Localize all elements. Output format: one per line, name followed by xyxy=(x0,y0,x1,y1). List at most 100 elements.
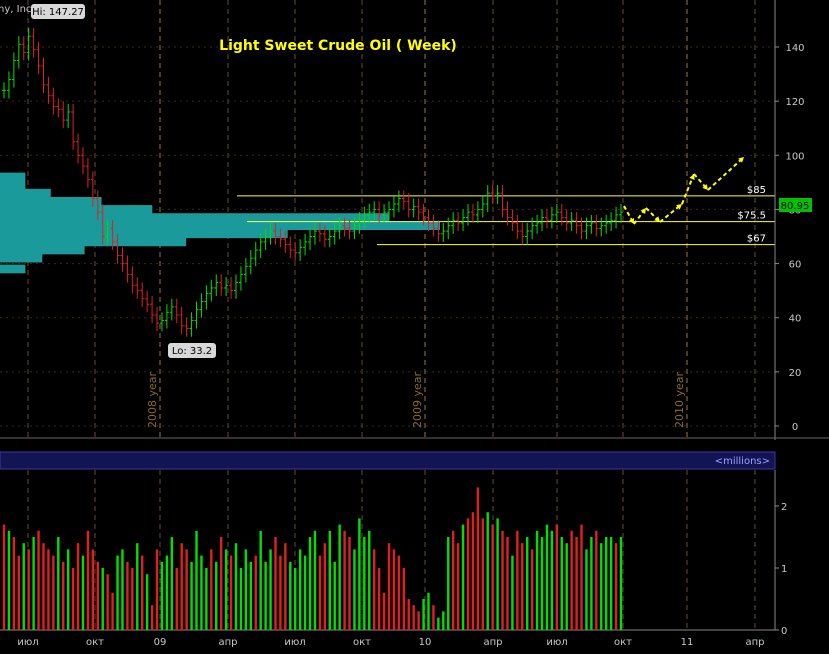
volume-bar xyxy=(491,524,494,630)
volume-bar xyxy=(432,605,435,630)
volume-bar xyxy=(565,543,568,630)
volume-bar xyxy=(570,530,573,630)
volume-bar xyxy=(328,530,331,630)
volume-panel: <millions> 0 1 2 xyxy=(0,437,829,637)
volume-bar xyxy=(392,549,396,630)
volume-bar xyxy=(590,537,593,630)
volume-bar xyxy=(160,561,164,630)
volume-bar xyxy=(466,518,470,630)
price-tick-label: 20 xyxy=(789,368,802,379)
volume-bar xyxy=(308,537,312,630)
forecast-arrows xyxy=(623,156,745,225)
volume-bar xyxy=(170,537,174,630)
volume-bar xyxy=(200,555,203,630)
volume-bar xyxy=(348,537,351,630)
level-label: $75.5 xyxy=(737,211,766,222)
volume-bar xyxy=(313,530,317,630)
volume-bar xyxy=(254,555,257,630)
high-callout: Hi: 147.27 xyxy=(31,4,85,19)
volume-bar xyxy=(145,574,149,630)
time-tick-label: окт xyxy=(353,637,371,648)
price-bars xyxy=(2,28,623,337)
profile-bar xyxy=(0,221,440,231)
volume-header xyxy=(0,451,776,470)
time-tick-label: апр xyxy=(218,637,237,648)
volume-bar xyxy=(42,543,45,630)
volume-bar xyxy=(298,549,302,630)
time-tick-label: 09 xyxy=(154,637,167,648)
volume-bar xyxy=(111,592,114,630)
volume-bar xyxy=(412,605,415,630)
profile-bar xyxy=(0,180,26,190)
volume-bar xyxy=(456,543,460,630)
volume-bar xyxy=(141,555,144,630)
forecast-arrowhead xyxy=(654,216,660,222)
volume-bar xyxy=(121,549,124,630)
price-tick-label: 40 xyxy=(789,314,802,325)
volume-bar xyxy=(274,537,277,630)
volume-bar xyxy=(417,611,420,630)
time-tick-label: 10 xyxy=(419,637,432,648)
volume-unit-label: <millions> xyxy=(715,456,770,467)
volume-bar xyxy=(57,537,60,630)
forecast-arrowhead xyxy=(689,174,695,180)
volume-bar xyxy=(150,605,154,630)
volume-bar xyxy=(47,549,50,630)
volume-bar xyxy=(496,518,499,630)
volume-bar xyxy=(422,599,425,630)
volume-bar xyxy=(136,543,139,630)
volume-bar xyxy=(382,592,386,630)
volume-bar xyxy=(511,555,514,630)
time-tick-label: 11 xyxy=(681,637,694,648)
time-tick-label: июл xyxy=(17,637,38,648)
volume-bar xyxy=(358,518,361,630)
volume-bar xyxy=(516,530,519,630)
volume-bar xyxy=(402,568,406,630)
volume-bar xyxy=(86,530,90,630)
volume-bar xyxy=(303,555,307,630)
volume-bar xyxy=(368,530,371,630)
price-tick-label: 60 xyxy=(789,260,802,271)
volume-bar xyxy=(32,537,35,630)
volume-bar xyxy=(81,555,85,630)
volume-bar xyxy=(363,537,366,630)
price-tick-label: 120 xyxy=(785,97,804,108)
volume-bar xyxy=(215,561,218,630)
last-price-label: 80.95 xyxy=(781,201,810,212)
volume-bar xyxy=(575,537,578,630)
profile-bar xyxy=(0,237,187,247)
volume-profile xyxy=(0,172,440,274)
profile-bar xyxy=(0,264,26,274)
volume-bar xyxy=(333,561,336,630)
forecast-arrow xyxy=(707,156,745,191)
forecast-arrowhead xyxy=(628,218,634,224)
time-tick-label: июл xyxy=(546,637,567,648)
volume-bar xyxy=(101,568,104,630)
profile-bar xyxy=(0,188,51,198)
volume-bar xyxy=(397,555,401,630)
volume-bar xyxy=(106,574,109,630)
price-tick-label: 0 xyxy=(792,422,798,433)
volume-bar xyxy=(609,537,613,630)
volume-bar xyxy=(27,549,30,630)
time-tick-label: окт xyxy=(86,637,104,648)
volume-bar xyxy=(185,549,188,630)
volume-bar xyxy=(126,561,129,630)
year-label: 2008 year xyxy=(146,371,159,428)
volume-bar xyxy=(22,543,25,630)
profile-bar xyxy=(0,172,26,182)
volume-tick-label: 0 xyxy=(781,626,787,637)
volume-bar xyxy=(52,555,55,630)
volume-bar xyxy=(131,568,134,630)
volume-bar xyxy=(555,524,559,630)
volume-bar xyxy=(373,549,376,630)
volume-bar xyxy=(318,555,322,630)
price-tick-label: 140 xyxy=(785,43,804,54)
volume-bar xyxy=(530,549,534,630)
volume-bar xyxy=(407,599,410,630)
forecast-arrow xyxy=(681,173,695,205)
volume-bar xyxy=(338,524,341,630)
volume-bar xyxy=(279,555,282,630)
volume-bar xyxy=(269,549,272,630)
